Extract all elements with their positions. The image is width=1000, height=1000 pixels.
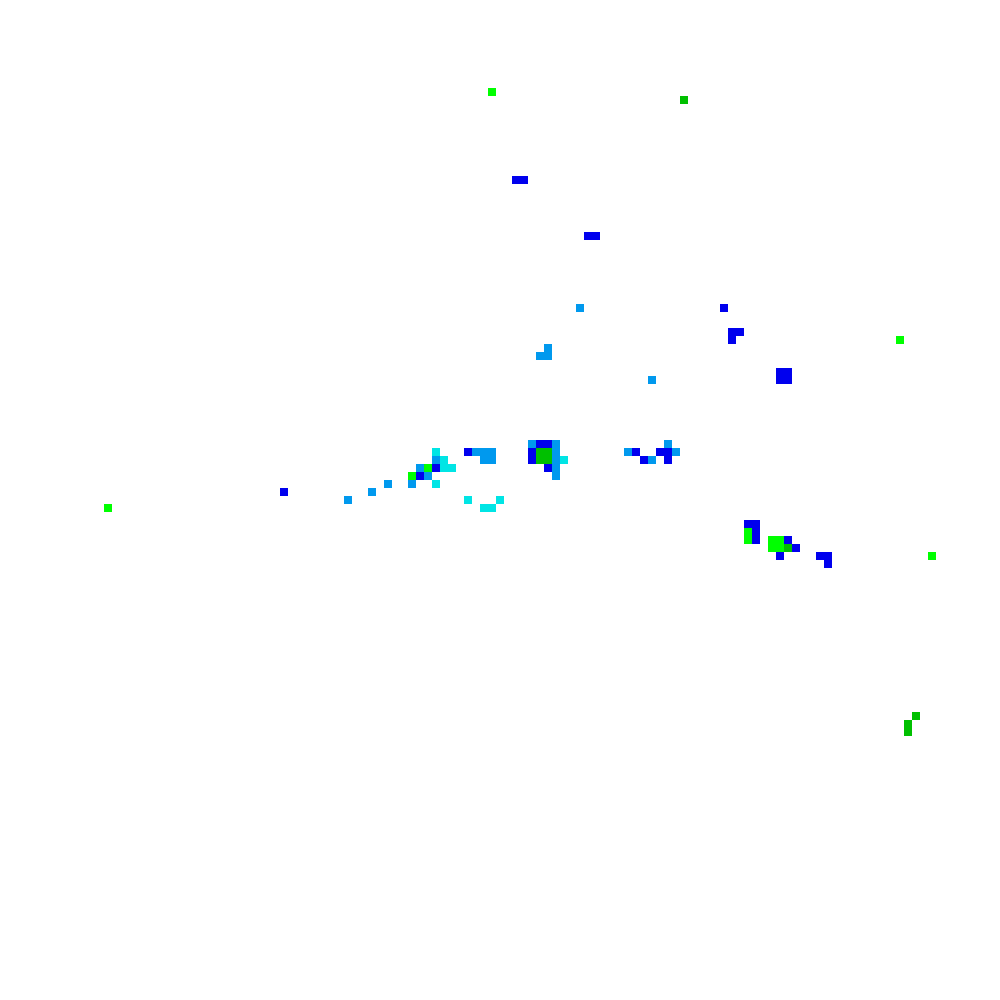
grid-cell	[648, 376, 656, 384]
grid-cell	[104, 504, 112, 512]
grid-cell	[784, 368, 792, 376]
grid-cell	[664, 440, 672, 448]
grid-cell	[488, 456, 496, 464]
grid-cell	[528, 456, 536, 464]
grid-cell	[728, 328, 736, 336]
grid-cell	[408, 480, 416, 488]
grid-cell	[752, 520, 760, 528]
grid-cell	[744, 536, 752, 544]
grid-cell	[432, 480, 440, 488]
grid-cell	[544, 448, 552, 456]
grid-cell	[632, 448, 640, 456]
grid-cell	[440, 464, 448, 472]
grid-cell	[528, 440, 536, 448]
grid-cell	[584, 232, 592, 240]
grid-cell	[768, 544, 776, 552]
grid-cell	[480, 456, 488, 464]
grid-cell	[544, 344, 552, 352]
grid-cell	[520, 176, 528, 184]
grid-cell	[464, 448, 472, 456]
grid-cell	[896, 336, 904, 344]
grid-cell	[928, 552, 936, 560]
grid-cell	[816, 552, 824, 560]
grid-cell	[544, 456, 552, 464]
grid-cell	[536, 448, 544, 456]
grid-cell	[488, 88, 496, 96]
grid-cell	[536, 352, 544, 360]
grid-cell	[576, 304, 584, 312]
grid-cell	[424, 464, 432, 472]
grid-cell	[648, 456, 656, 464]
grid-cell	[480, 504, 488, 512]
grid-cell	[784, 544, 792, 552]
grid-cell	[768, 536, 776, 544]
grid-cell	[384, 480, 392, 488]
grid-cell	[904, 720, 912, 728]
grid-cell	[544, 464, 552, 472]
grid-cell	[672, 448, 680, 456]
grid-cell	[408, 472, 416, 480]
grid-cell	[552, 440, 560, 448]
grid-cell	[640, 456, 648, 464]
grid-cell	[432, 464, 440, 472]
grid-cell	[432, 448, 440, 456]
grid-cell	[776, 368, 784, 376]
grid-cell	[824, 560, 832, 568]
grid-cell	[344, 496, 352, 504]
grid-cell	[496, 496, 504, 504]
grid-cell	[472, 448, 480, 456]
grid-cell	[784, 536, 792, 544]
grid-cell	[480, 448, 488, 456]
grid-cell	[552, 448, 560, 456]
grid-cell	[904, 728, 912, 736]
grid-cell	[776, 376, 784, 384]
grid-cell	[464, 496, 472, 504]
grid-cell	[664, 448, 672, 456]
grid-cell	[624, 448, 632, 456]
grid-cell	[560, 456, 568, 464]
grid-cell	[752, 528, 760, 536]
grid-cell	[440, 456, 448, 464]
grid-cell	[488, 504, 496, 512]
grid-cell	[792, 544, 800, 552]
grid-cell	[512, 176, 520, 184]
grid-cell	[656, 448, 664, 456]
grid-cell	[744, 520, 752, 528]
grid-cell	[728, 336, 736, 344]
grid-cell	[680, 96, 688, 104]
grid-cell	[720, 304, 728, 312]
grid-cell	[824, 552, 832, 560]
grid-cell	[776, 552, 784, 560]
grid-cell	[752, 536, 760, 544]
grid-cell	[280, 488, 288, 496]
grid-cell	[544, 440, 552, 448]
grid-cell	[424, 472, 432, 480]
grid-cell	[368, 488, 376, 496]
grid-cell	[544, 352, 552, 360]
grid-cell	[432, 456, 440, 464]
grid-cell	[736, 328, 744, 336]
grid-cell	[552, 472, 560, 480]
grid-cell	[488, 448, 496, 456]
grid-cell	[552, 464, 560, 472]
grid-cell	[416, 464, 424, 472]
grid-cell	[776, 536, 784, 544]
grid-cell	[552, 456, 560, 464]
grid-cell	[448, 464, 456, 472]
grid-cell	[912, 712, 920, 720]
grid-cell	[744, 528, 752, 536]
grid-cell	[776, 544, 784, 552]
grid-cell	[416, 472, 424, 480]
grid-cell	[528, 448, 536, 456]
grid-cell	[592, 232, 600, 240]
grid-cell	[664, 456, 672, 464]
grid-cell	[784, 376, 792, 384]
grid-cell	[536, 456, 544, 464]
grid-cell	[536, 440, 544, 448]
